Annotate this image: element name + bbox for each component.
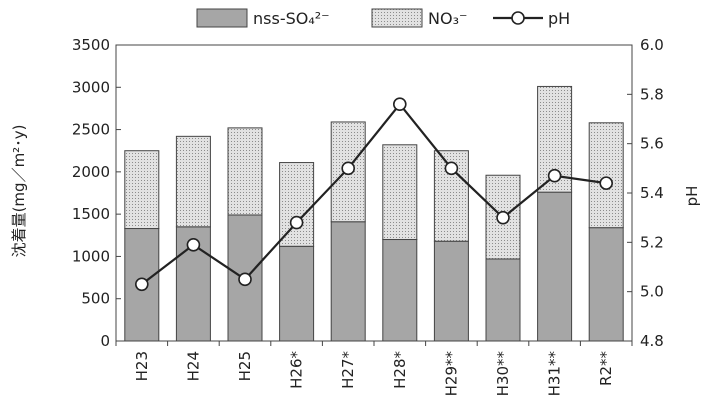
y2-tick-label-6: 6.0 — [640, 36, 664, 54]
bar-no3-0 — [124, 150, 160, 230]
x-tick-label-0: H23 — [133, 351, 151, 381]
x-tick-label-7: H30** — [494, 351, 512, 396]
y-tick-label-4: 2000 — [72, 163, 110, 181]
x-tick-label-8: H31** — [546, 351, 564, 396]
bar-no3-1 — [175, 135, 211, 228]
x-tick-label-3: H26* — [288, 351, 306, 389]
y-tick-label-1: 500 — [81, 290, 110, 308]
y-tick-label-3: 1500 — [72, 205, 110, 223]
bar-no3-5 — [382, 144, 418, 241]
x-tick-label-4: H27* — [339, 351, 357, 389]
ph-point-4 — [341, 161, 356, 176]
ph-point-2 — [238, 272, 252, 287]
bar-no3-2 — [227, 127, 263, 216]
x-tick-label-2: H25 — [236, 351, 254, 381]
ph-point-8 — [547, 168, 562, 183]
ph-line-layer — [135, 97, 614, 292]
y-tick-label-6: 3000 — [72, 78, 110, 96]
x-tick-label-5: H28* — [391, 351, 409, 389]
x-tick-label-6: H29** — [442, 351, 460, 396]
bar-nss-so4-8 — [537, 191, 573, 342]
y-tick-label-2: 1000 — [72, 247, 110, 265]
x-tick-label-9: R2** — [597, 351, 615, 386]
bar-no3-3 — [279, 162, 315, 247]
legend-label-no3: NO₃⁻ — [428, 9, 467, 28]
y-axis-title: 沈着量(mg／m²･y) — [10, 125, 28, 258]
x-tick-label-1: H24 — [184, 351, 202, 381]
ph-point-5 — [392, 97, 407, 111]
y2-tick-label-1: 5.0 — [640, 283, 664, 301]
ph-point-0 — [135, 277, 149, 292]
y2-axis-title: pH — [683, 186, 701, 207]
y-tick-label-0: 0 — [100, 332, 110, 350]
legend: nss-SO₄²⁻ NO₃⁻ pH — [196, 8, 570, 28]
axes-layer: 0 500 1000 1500 2000 2500 3000 3500 4.8 5.0 5.2 5.4… — [72, 36, 664, 396]
y2-tick-label-4: 5.6 — [640, 135, 664, 153]
bar-no3-9 — [588, 122, 624, 229]
y2-tick-label-3: 5.4 — [640, 184, 664, 202]
y-tick-label-5: 2500 — [72, 121, 110, 139]
bar-nss-so4-5 — [382, 239, 418, 342]
ph-series-line — [141, 102, 607, 286]
bar-nss-so4-6 — [433, 240, 469, 342]
bar-nss-so4-7 — [485, 258, 521, 342]
ph-point-7 — [496, 210, 510, 225]
bars-layer — [124, 85, 624, 342]
y2-tick-label-0: 4.8 — [640, 332, 664, 350]
y-tick-label-7: 3500 — [72, 36, 110, 54]
legend-label-ph: pH — [548, 9, 570, 28]
y2-tick-label-5: 5.8 — [640, 85, 664, 103]
legend-label-nss-so4: nss-SO₄²⁻ — [253, 9, 330, 28]
ph-point-6 — [444, 161, 459, 176]
legend-swatch-no3 — [371, 8, 423, 28]
ph-point-9 — [599, 176, 614, 190]
legend-marker-ph — [511, 11, 525, 25]
y2-tick-label-2: 5.2 — [640, 233, 664, 251]
bar-nss-so4-9 — [588, 227, 624, 342]
ph-point-1 — [186, 238, 201, 252]
bar-nss-so4-4 — [330, 221, 366, 342]
legend-swatch-nss-so4 — [196, 8, 248, 28]
ph-point-3 — [289, 215, 304, 230]
bar-nss-so4-3 — [279, 245, 315, 342]
